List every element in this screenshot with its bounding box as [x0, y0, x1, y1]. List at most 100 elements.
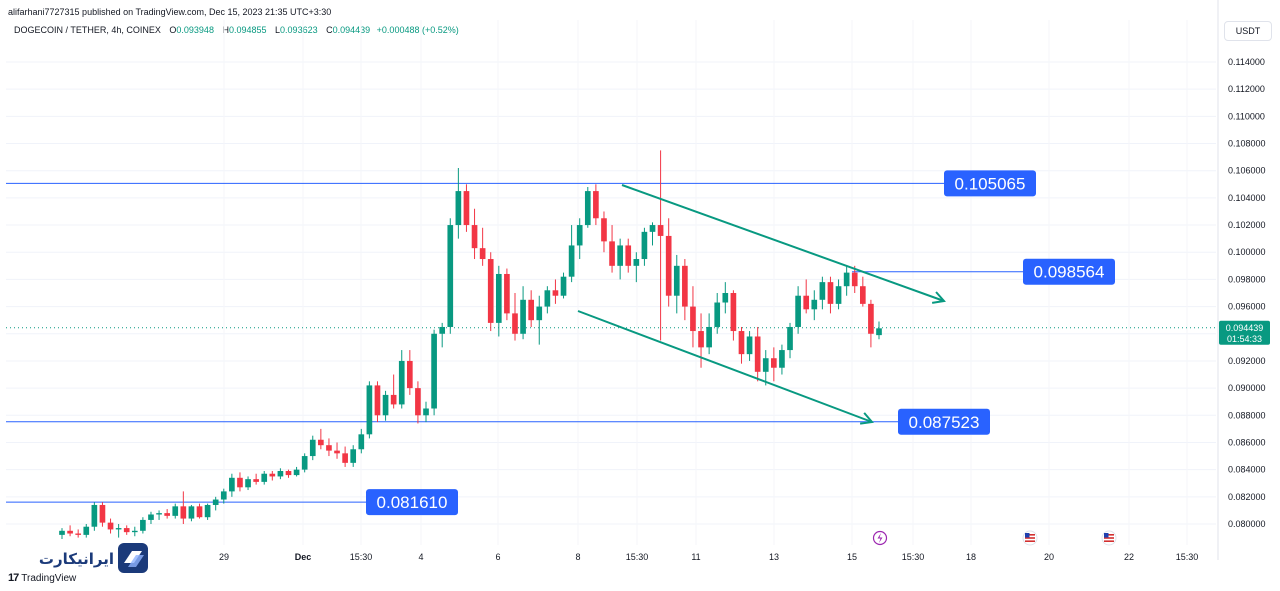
candle-body — [859, 286, 866, 304]
x-tick-label: 13 — [769, 552, 779, 562]
candle — [609, 225, 615, 273]
candle-body — [309, 439, 316, 457]
price-axis: 0.114000 0.112000 0.110000 0.108000 0.106000… — [1219, 57, 1270, 529]
candle — [568, 225, 575, 283]
candle-body — [625, 245, 632, 266]
candle-body — [528, 299, 534, 321]
candle-body — [787, 326, 793, 351]
candle-body — [803, 295, 810, 310]
candle — [196, 503, 203, 519]
candle-body — [83, 526, 90, 535]
tradingview-brand[interactable]: 17 TradingView — [8, 572, 76, 584]
candle-body — [407, 360, 413, 389]
current-price-tag — [1219, 320, 1270, 345]
flag-stripe — [1104, 534, 1114, 536]
candle — [334, 442, 340, 459]
candle — [148, 511, 154, 524]
candle-body — [714, 302, 721, 327]
candle-body — [326, 445, 332, 451]
candle-body — [423, 408, 429, 416]
time-axis: 29 Dec 15:30 4 6 8 15:30 11 13 15 15:30 18 20 22 15:30 — [219, 552, 1198, 562]
candle-body — [819, 282, 826, 300]
candle — [261, 471, 268, 485]
candle-body — [415, 388, 421, 416]
candle-body — [285, 471, 292, 476]
open-label: O — [169, 25, 177, 35]
candle — [851, 265, 858, 293]
level-label-box — [944, 170, 1036, 197]
x-tick-label: 11 — [691, 552, 700, 562]
candle — [714, 293, 721, 334]
x-tick-label: 6 — [495, 552, 500, 562]
y-tick-label: 0.106000 — [1228, 166, 1266, 176]
tradingview-icon: 17 — [8, 572, 19, 584]
candle-body — [366, 385, 373, 435]
candle-body — [245, 479, 251, 488]
candle — [787, 322, 793, 359]
candle — [301, 453, 308, 473]
level-label-text: 0.105065 — [955, 174, 1026, 193]
candle — [657, 150, 664, 341]
channel-lower-line-arrowhead — [859, 412, 874, 425]
x-tick-label: Dec — [295, 552, 312, 562]
candle — [762, 350, 769, 386]
y-tick-label: 0.084000 — [1228, 465, 1266, 475]
candle — [625, 238, 632, 273]
candle — [131, 526, 138, 537]
currency-button[interactable]: USDT — [1224, 21, 1272, 41]
candle — [698, 313, 704, 368]
candle — [390, 374, 397, 409]
open-value: 0.093948 — [176, 25, 214, 35]
x-tick-label: 8 — [575, 552, 580, 562]
candle — [520, 286, 526, 340]
candle-body — [99, 504, 106, 523]
candle-body — [754, 336, 761, 372]
candle-body — [277, 471, 284, 477]
x-tick-label: 22 — [1124, 552, 1134, 562]
tradingview-wordmark: TradingView — [21, 572, 77, 584]
candle-body — [180, 506, 187, 519]
candle-body — [568, 245, 575, 277]
high-value: 0.094855 — [228, 25, 267, 35]
candle — [552, 279, 559, 304]
y-tick-label: 0.082000 — [1228, 492, 1266, 502]
candle — [439, 322, 446, 348]
x-tick-label: 4 — [418, 552, 423, 562]
candle-body — [212, 499, 219, 505]
candle — [447, 218, 454, 334]
candle — [164, 509, 170, 519]
candle — [803, 279, 810, 314]
candle-body — [827, 282, 834, 304]
candle — [730, 290, 737, 341]
level-labels: 0.105065 0.098564 0.087523 0.081610 — [366, 170, 1115, 516]
candle — [245, 476, 251, 491]
candle — [269, 471, 276, 481]
y-tick-label: 0.102000 — [1228, 220, 1266, 230]
level-label-box — [366, 489, 458, 516]
candle-body — [140, 519, 146, 531]
candle-body — [593, 191, 599, 219]
candle-body — [584, 191, 591, 226]
symbol-legend: DOGECOIN / TETHER, 4h, COINEX O0.093948 … — [14, 25, 459, 35]
candle-body — [682, 265, 688, 307]
symbol-name[interactable]: DOGECOIN / TETHER, 4h, COINEX — [14, 25, 161, 35]
x-tick-label: 20 — [1044, 552, 1054, 562]
candle — [366, 381, 373, 439]
candle — [528, 290, 534, 327]
candle — [115, 524, 122, 538]
candle-body — [229, 477, 235, 492]
candle — [374, 381, 381, 423]
candle-body — [495, 273, 502, 323]
grid — [6, 0, 1219, 560]
candle — [795, 286, 801, 334]
channel-lower-line — [577, 310, 873, 423]
candle-body — [843, 272, 850, 287]
candle — [180, 491, 187, 524]
candle-body — [730, 293, 737, 332]
flag-canton — [1104, 533, 1109, 538]
candle — [641, 227, 648, 266]
candle — [811, 290, 818, 321]
candle-body — [617, 245, 623, 266]
y-tick-label: 0.092000 — [1228, 356, 1266, 366]
